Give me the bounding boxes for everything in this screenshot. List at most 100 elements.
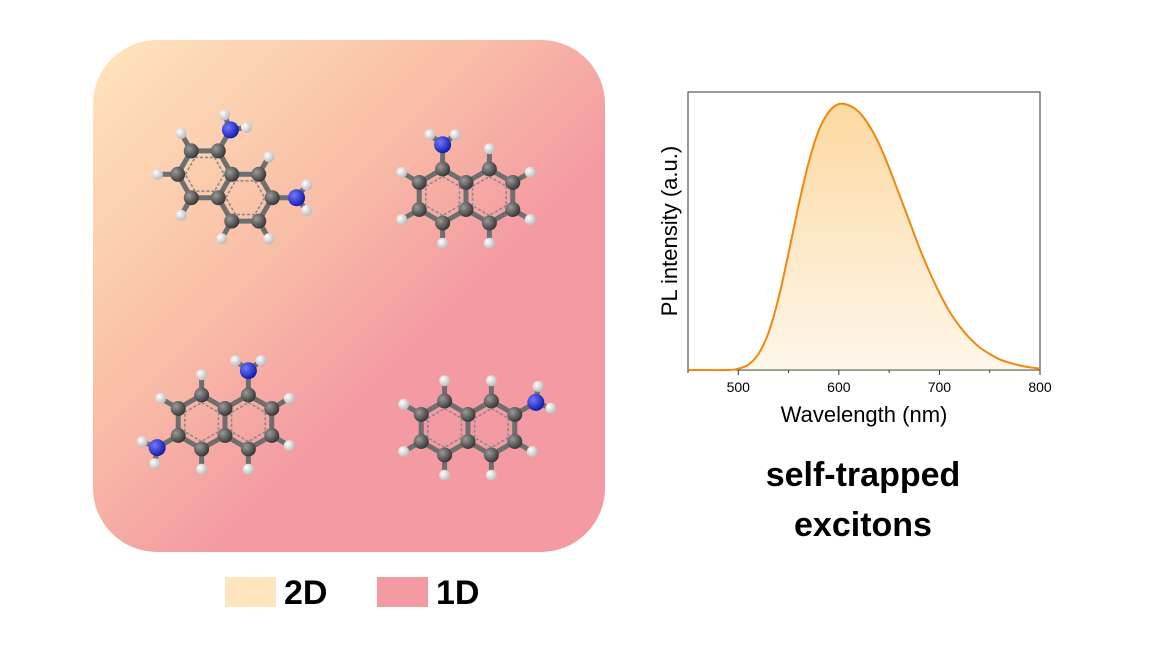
aromatic-bond — [490, 437, 509, 449]
carbon-atom — [411, 175, 427, 190]
aromatic-bond — [472, 175, 490, 187]
carbon-atom — [437, 393, 453, 409]
carbon-atom — [411, 202, 427, 217]
nitrogen-atom — [239, 362, 257, 380]
carbon-atom — [170, 401, 186, 416]
carbon-atom — [483, 393, 499, 409]
y-axis-label: PL intensity (a.u.) — [657, 146, 682, 316]
nitrogen-atom — [288, 189, 306, 207]
x-tick-label: 800 — [1028, 379, 1052, 395]
aromatic-bond — [225, 180, 237, 199]
hydrogen-atom — [263, 151, 275, 163]
hydrogen-atom — [301, 179, 313, 191]
carbon-atom — [483, 447, 499, 463]
aromatic-bond — [474, 407, 492, 419]
hydrogen-atom — [136, 436, 148, 448]
hydrogen-atom — [155, 392, 167, 404]
carbon-atom — [481, 161, 497, 177]
pl-spectrum-fill — [688, 103, 1040, 371]
hydrogen-atom — [398, 446, 410, 458]
hydrogen-atom — [485, 375, 497, 387]
x-tick-label: 500 — [727, 379, 751, 395]
aromatic-bond — [444, 437, 462, 449]
hydrogen-atom — [255, 355, 267, 367]
molecule-2-aminonaphthalene — [398, 375, 557, 481]
caption-line-2: excitons — [794, 506, 932, 544]
aromatic-bond — [427, 407, 446, 419]
carbon-atom — [507, 407, 523, 422]
hydrogen-atom — [196, 463, 208, 475]
aromatic-bond — [225, 197, 237, 215]
hydrogen-atom — [483, 237, 495, 249]
aromatic-bond — [247, 401, 266, 413]
aromatic-bond — [442, 205, 460, 217]
aromatic-bond — [231, 431, 249, 443]
hydrogen-atom — [485, 469, 497, 481]
hydrogen-atom — [216, 233, 228, 245]
carbon-atom — [183, 143, 199, 159]
x-axis-label: Wavelength (nm) — [781, 402, 948, 427]
hydrogen-atom — [242, 463, 254, 475]
legend: 2D 1D — [225, 574, 479, 612]
hydrogen-atom — [283, 440, 295, 452]
hydrogen-atom — [196, 369, 208, 381]
aromatic-bond — [254, 197, 266, 215]
aromatic-bond — [184, 157, 196, 175]
carbon-atom — [251, 213, 267, 229]
carbon-atom — [505, 175, 521, 190]
carbon-atom — [413, 407, 429, 422]
hydrogen-atom — [218, 109, 230, 121]
pl-chart: 500 600 700 800 Wavelength (nm) PL intensit… — [657, 91, 1052, 427]
aromatic-bond — [425, 175, 444, 187]
hydrogen-atom — [524, 214, 536, 226]
caption-line-1: self-trapped — [766, 456, 961, 494]
carbon-atom — [507, 434, 523, 449]
hydrogen-atom — [437, 237, 449, 249]
x-axis-ticks: 500 600 700 800 — [687, 370, 1052, 395]
aromatic-bond — [213, 173, 225, 192]
aromatic-bond — [427, 437, 446, 449]
aromatic-bond — [254, 180, 266, 199]
carbon-atom — [264, 401, 280, 416]
hydrogen-atom — [483, 143, 495, 155]
legend-swatch-2d — [225, 577, 276, 607]
structure-panel — [93, 40, 605, 552]
carbon-atom — [194, 387, 210, 403]
carbon-atom — [435, 161, 451, 177]
carbon-atom — [505, 202, 521, 217]
hydrogen-atom — [398, 398, 410, 410]
aromatic-bond — [213, 157, 225, 175]
nitrogen-atom — [221, 121, 239, 139]
hydrogen-atom — [301, 204, 313, 216]
aromatic-bond — [201, 401, 219, 413]
carbon-atom — [224, 213, 240, 229]
aromatic-bond — [488, 175, 507, 187]
carbon-atom — [194, 441, 210, 457]
carbon-atom — [251, 166, 267, 182]
carbon-atom — [437, 447, 453, 463]
molecule-2-6-diaminonaphthalene — [136, 355, 295, 475]
hydrogen-atom — [283, 392, 295, 404]
carbon-atom — [413, 434, 429, 449]
hydrogen-atom — [526, 446, 538, 458]
hydrogen-atom — [532, 380, 544, 392]
carbon-atom — [460, 407, 476, 422]
carbon-atom — [264, 190, 280, 206]
aromatic-bond — [444, 407, 462, 419]
carbon-atom — [183, 190, 199, 206]
aromatic-bond — [490, 407, 509, 419]
x-tick-label: 700 — [928, 379, 952, 395]
aromatic-bond — [425, 205, 444, 217]
carbon-atom — [217, 401, 233, 416]
nitrogen-atom — [148, 439, 166, 457]
hydrogen-atom — [175, 209, 187, 221]
hydrogen-atom — [424, 129, 436, 141]
carbon-atom — [170, 166, 186, 182]
hydrogen-atom — [149, 458, 161, 470]
aromatic-bond — [474, 437, 492, 449]
x-tick-label: 600 — [827, 379, 851, 395]
aromatic-bond — [184, 401, 203, 413]
carbon-atom — [435, 215, 451, 231]
hydrogen-atom — [230, 355, 242, 367]
hydrogen-atom — [175, 127, 187, 139]
